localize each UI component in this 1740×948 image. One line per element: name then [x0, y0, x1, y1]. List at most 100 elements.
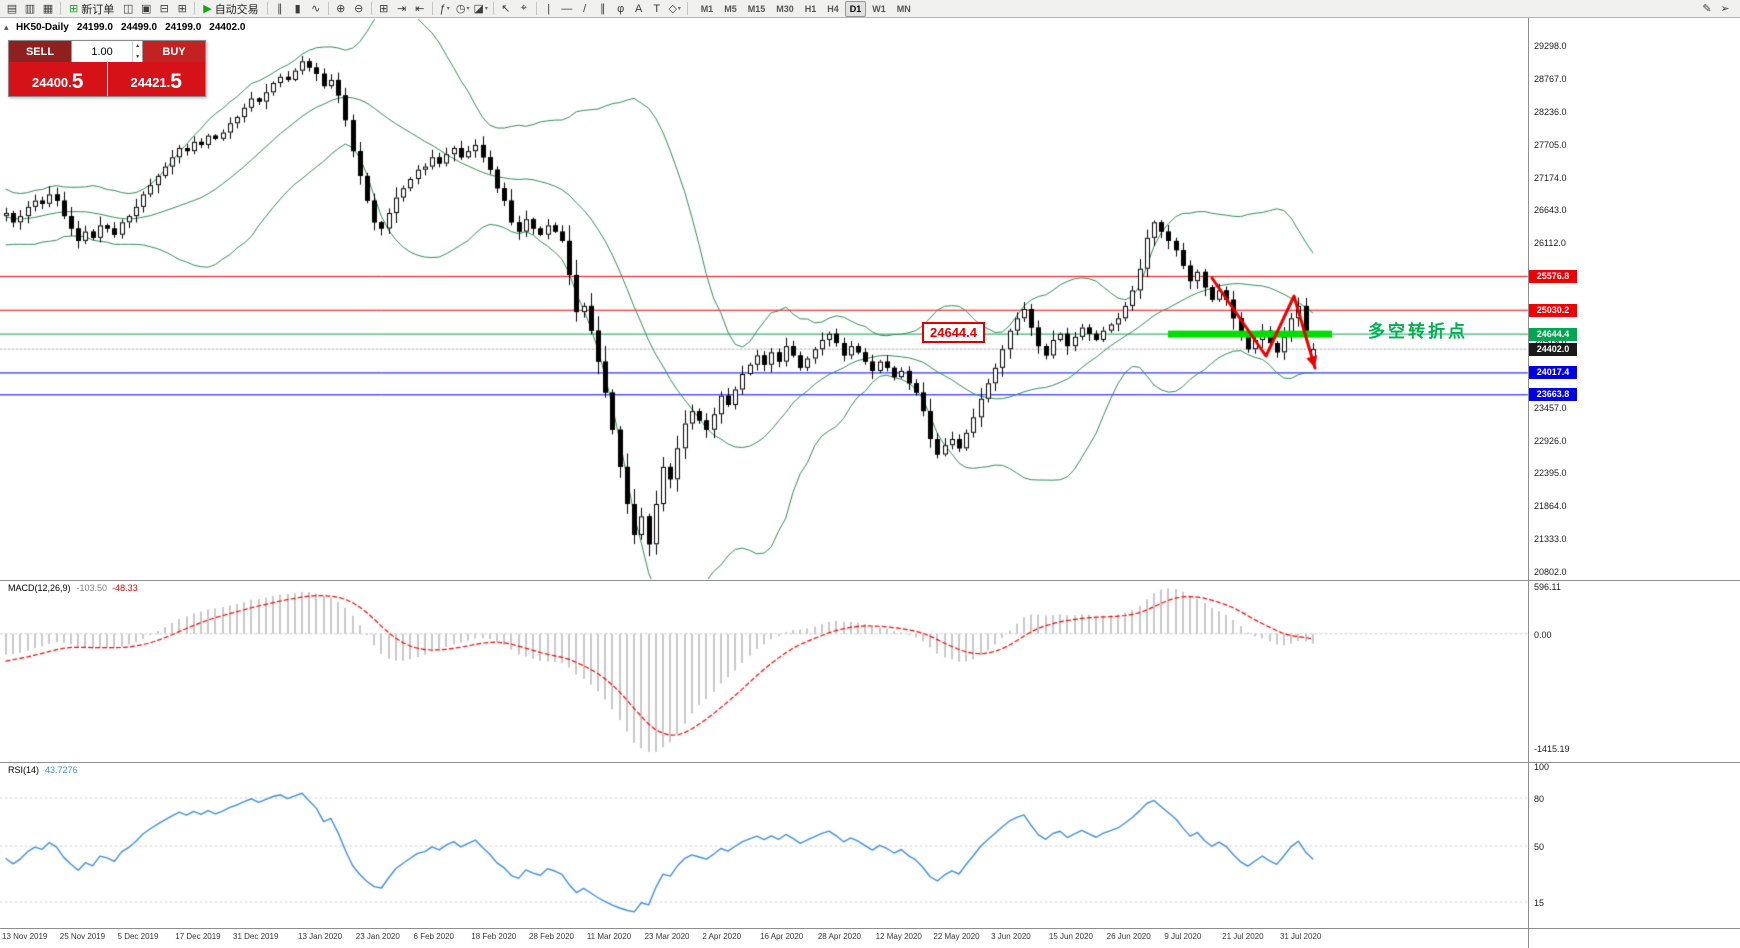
market-watch-icon[interactable]: ◫ — [123, 3, 134, 15]
pencil-icon[interactable]: ✎ — [1702, 3, 1712, 15]
chart-profile-icon[interactable]: ▦ — [42, 3, 54, 15]
date-axis-label: 9 Jul 2020 — [1164, 932, 1202, 941]
price-axis-label: 22926.0 — [1534, 435, 1567, 446]
symbol-ohlc-info: HK50-Daily 24199.0 24499.0 24199.0 24402… — [16, 22, 245, 33]
price-axis-label: 26112.0 — [1534, 238, 1566, 249]
toolbar-separator — [60, 2, 61, 15]
price-tag: 25576.8 — [1529, 269, 1577, 283]
price-big-digit: 5 — [71, 70, 84, 93]
text-label-icon[interactable]: T — [653, 2, 661, 15]
candlestick-chart-icon[interactable]: ▮ — [294, 3, 301, 15]
panel-separator[interactable] — [0, 762, 1740, 763]
price-axis-border — [1528, 18, 1529, 948]
price-main-digits: 24400. — [32, 75, 72, 90]
trendline-icon[interactable]: / — [583, 2, 587, 15]
ohlc-low: 24199.0 — [165, 22, 202, 33]
navigator-icon[interactable]: ⊟ — [159, 3, 169, 15]
macd-main-value: -103.50 — [76, 583, 108, 593]
price-tag: 25030.2 — [1529, 303, 1577, 317]
new-order-button[interactable]: ⊞ 新订单 — [64, 1, 119, 17]
chevron-down-icon: ▾ — [446, 6, 450, 12]
date-axis-label: 25 Nov 2019 — [59, 932, 106, 941]
rsi-label: RSI(14) — [8, 765, 40, 775]
one-click-panel-toggle[interactable]: ▴ — [4, 22, 9, 32]
macd-header: MACD(12,26,9) -103.50 -48.33 — [8, 583, 138, 593]
text-icon[interactable]: A — [635, 2, 643, 15]
toolbar-separator — [492, 2, 494, 15]
zoom-out-icon[interactable]: ⊖ — [354, 3, 364, 15]
macd-scale-label: -1415.19 — [1534, 744, 1570, 754]
date-axis-label: 23 Mar 2020 — [644, 932, 690, 941]
volume-down-icon[interactable]: ▼ — [135, 53, 141, 60]
rsi-scale-label: 50 — [1534, 842, 1545, 852]
sell-price[interactable]: 24400. 5 — [9, 62, 108, 96]
price-axis-label: 24519.0 — [1534, 337, 1567, 347]
indicators-icon[interactable]: ƒ ▾ — [439, 2, 450, 15]
timeframe-button-m30[interactable]: M30 — [776, 3, 794, 14]
chevron-down-icon: ▾ — [677, 6, 681, 12]
terminal-icon[interactable]: ⊞ — [177, 3, 187, 15]
timeframe-button-m15[interactable]: M15 — [747, 3, 766, 14]
timeframe-button-h4[interactable]: H4 — [827, 3, 839, 14]
timeframe-button-mn[interactable]: MN — [896, 3, 911, 14]
new-order-button-label: 新订单 — [81, 3, 115, 16]
zoom-in-icon[interactable]: ⊕ — [336, 3, 346, 15]
rsi-scale-label: 100 — [1534, 762, 1550, 772]
open-chart-icon[interactable]: ▥ — [24, 3, 36, 15]
timeframe-group: M1 M5 M15 M30 H1 H4 D1 W1 MN — [696, 0, 916, 17]
templates-icon[interactable]: ◪ ▾ — [473, 3, 488, 15]
price-level-annotation[interactable]: 24644.4 — [922, 322, 985, 343]
horizontal-line-icon[interactable]: — — [561, 2, 573, 15]
price-axis-label: 27705.0 — [1534, 139, 1567, 150]
pointer-arrow-icon[interactable]: ➢ — [1720, 3, 1730, 15]
fibonacci-icon[interactable]: φ — [617, 2, 625, 15]
buy-price[interactable]: 24421. 5 — [107, 62, 205, 96]
price-axis-label: 20802.0 — [1534, 567, 1567, 577]
price-axis-label: 27174.0 — [1534, 172, 1567, 183]
periods-icon[interactable]: ◷ ▾ — [455, 3, 470, 15]
timeframe-button-w1[interactable]: W1 — [872, 3, 886, 14]
date-axis-label: 5 Dec 2019 — [117, 932, 159, 941]
toolbar-right-group: ✎ ➢ — [1698, 0, 1734, 18]
volume-input[interactable] — [72, 41, 133, 62]
shapes-icon[interactable]: ◇ ▾ — [668, 3, 681, 15]
sell-button[interactable]: SELL — [9, 41, 71, 62]
channel-icon[interactable]: ∥ — [599, 3, 606, 15]
timeframe-button-m1[interactable]: M1 — [700, 3, 714, 14]
date-axis-label: 28 Apr 2020 — [817, 932, 862, 941]
panel-separator[interactable] — [0, 580, 1740, 581]
current-price-tag: 24402.0 — [1529, 342, 1577, 356]
timeframe-button-d1[interactable]: D1 — [844, 0, 867, 17]
date-axis-label: 22 May 2020 — [933, 932, 980, 941]
tile-windows-icon[interactable]: ⊞ — [379, 3, 389, 15]
line-chart-icon[interactable]: ∿ — [311, 3, 321, 15]
toolbar-separator — [266, 2, 268, 15]
date-axis-label: 31 Dec 2019 — [233, 932, 279, 941]
panel-separator[interactable] — [0, 928, 1740, 929]
autotrading-button[interactable]: ▶ 自动交易 — [198, 1, 263, 17]
new-chart-icon[interactable]: ▤ — [6, 3, 18, 15]
auto-scroll-icon[interactable]: ⇥ — [397, 3, 407, 15]
timeframe-button-m5[interactable]: M5 — [724, 3, 737, 14]
price-tag: 23663.8 — [1529, 388, 1577, 402]
macd-label: MACD(12,26,9) — [8, 583, 71, 593]
date-axis-label: 3 Jun 2020 — [991, 932, 1031, 941]
crosshair-icon[interactable]: ⌖ — [520, 2, 527, 14]
volume-up-icon[interactable]: ▲ — [135, 43, 141, 50]
main-toolbar: ▤ ▥ ▦ ⊞ 新订单 ◫ ▣ ⊟ ⊞ ▶ 自动交易 ∥ ▮ ∿ ⊕ ⊖ ⊞ ⇥ ⇤ ƒ ▾ ◷ ▾ ◪ ▾ ↖ ⌖ | — / ∥ φ A T ◇… — [0, 0, 1740, 18]
buy-button[interactable]: BUY — [143, 41, 205, 62]
turning-point-annotation[interactable]: 多空转折点 — [1368, 322, 1468, 341]
vertical-line-icon[interactable]: | — [547, 2, 551, 15]
price-axis-label: 22395.0 — [1534, 468, 1567, 479]
bar-chart-icon[interactable]: ∥ — [276, 3, 283, 15]
data-window-icon[interactable]: ▣ — [141, 3, 152, 15]
volume-stepper: ▲ ▼ — [132, 41, 142, 62]
cursor-icon[interactable]: ↖ — [501, 3, 511, 15]
chart-shift-icon[interactable]: ⇤ — [415, 3, 425, 15]
toolbar-separator — [327, 2, 329, 15]
macd-scale-label: 596.11 — [1534, 582, 1561, 592]
price-axis-label: 29298.0 — [1534, 41, 1567, 51]
date-axis-label: 12 May 2020 — [875, 932, 922, 941]
timeframe-button-h1[interactable]: H1 — [804, 3, 817, 14]
